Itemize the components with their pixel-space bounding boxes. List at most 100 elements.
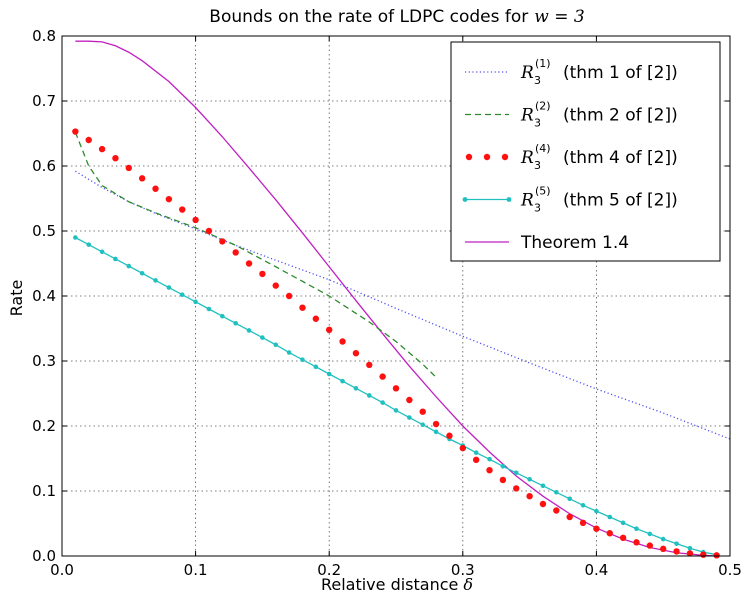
series-3-point <box>539 500 547 508</box>
series-4-point <box>513 470 519 476</box>
y-tick-label: 0.2 <box>32 417 56 435</box>
series-3-point <box>165 195 173 203</box>
series-3-point <box>285 292 293 300</box>
series-3-point <box>660 545 667 553</box>
legend-entry: R (2) 3 (thm 2 of [2]) <box>465 100 678 130</box>
series-3-point <box>713 552 720 559</box>
legend-superscript: (4) <box>535 142 551 155</box>
series-4-point <box>139 270 145 276</box>
series-3-point <box>299 304 306 311</box>
x-tick-label: 0.1 <box>184 561 208 579</box>
legend-label: (thm 1 of [2]) <box>563 63 678 83</box>
series-4-point <box>620 520 626 526</box>
legend-label: Theorem 1.4 <box>520 233 629 253</box>
series-4-point <box>660 536 666 542</box>
y-tick-label: 0.1 <box>32 482 56 500</box>
series-3-point <box>472 456 480 463</box>
series-3-point <box>606 530 613 537</box>
series-3-point <box>392 385 400 392</box>
series-3-point <box>138 175 146 182</box>
series-4-point <box>273 342 279 348</box>
series-4-point <box>407 415 412 420</box>
series-4 <box>73 235 719 557</box>
series-4-point <box>674 541 679 546</box>
series-3-point <box>219 238 226 245</box>
series-3-point <box>499 476 507 484</box>
series-3-point <box>593 525 600 532</box>
y-tick-label: 0.6 <box>32 157 56 175</box>
legend-marker <box>501 153 509 161</box>
y-tick-label: 0.0 <box>32 547 56 565</box>
series-3-point <box>85 136 92 144</box>
series-4-point <box>260 335 265 340</box>
series-4-point <box>420 422 426 428</box>
series-4-point <box>220 313 225 319</box>
series-4-point <box>153 278 158 283</box>
y-tick-label: 0.8 <box>32 27 56 45</box>
series-3-point <box>366 361 373 369</box>
series-3-point <box>352 350 360 357</box>
legend: R (1)3 (thm 1 of [2])R (2)3 (thm 2 of [2])R(… <box>450 41 721 262</box>
series-2-line <box>74 131 437 378</box>
x-tick-label: 0.5 <box>718 561 742 579</box>
series-3-point <box>259 270 266 278</box>
series-3 <box>72 128 720 559</box>
series-4-point <box>594 508 599 514</box>
series-3-point <box>152 185 159 192</box>
series-4-point <box>647 531 653 537</box>
series-3-point <box>205 227 213 235</box>
legend-superscript: (1) <box>535 57 551 70</box>
series-3-point <box>272 282 279 289</box>
series-4-point <box>393 408 399 413</box>
series-3-point <box>339 338 346 345</box>
series-1-line <box>75 170 731 440</box>
series-4-point <box>166 285 172 290</box>
x-tick-label: 0.4 <box>584 561 608 579</box>
series-3-point <box>700 551 707 558</box>
chart-title: Bounds on the rate of LDPC codes for w = … <box>209 7 584 27</box>
legend-marker <box>506 197 512 202</box>
y-tick-label: 0.5 <box>32 222 56 240</box>
series-3-point <box>98 145 106 153</box>
series-3-point <box>419 408 426 415</box>
series-3-point <box>245 260 253 267</box>
series-3-point <box>553 507 560 514</box>
legend-box <box>450 41 721 262</box>
series-4-point <box>500 464 506 469</box>
y-axis-label: Rate <box>7 280 26 317</box>
legend-symbol: R <box>520 148 534 168</box>
series-4-point <box>286 350 292 355</box>
y-tick-label: 0.3 <box>32 352 56 370</box>
series-3-point <box>326 326 333 333</box>
legend-subscript: 3 <box>534 74 541 87</box>
x-axis-label: Relative distance δ <box>321 575 473 594</box>
legend-label: (thm 2 of [2]) <box>563 106 678 126</box>
series-3-point <box>686 550 694 557</box>
legend-symbol: R <box>520 106 534 126</box>
series-3-point <box>566 513 573 521</box>
series-4-point <box>473 450 479 455</box>
series-4-point <box>193 299 198 305</box>
series-3-point <box>379 373 386 380</box>
legend-symbol: R <box>520 63 534 83</box>
legend-subscript: 3 <box>534 117 541 130</box>
series-4-point <box>340 378 345 384</box>
legend-entry: R (4) 3 (thm 4 of [2]) <box>465 142 678 172</box>
series-4-point <box>326 371 332 377</box>
series-3-point <box>232 249 239 256</box>
x-tick-label: 0.3 <box>451 561 475 579</box>
legend-label: (thm 5 of [2]) <box>563 191 678 211</box>
y-tick-label: 0.7 <box>32 92 56 110</box>
series-3-point <box>406 396 413 404</box>
series-4-point <box>580 503 586 508</box>
series-3-point <box>72 128 79 135</box>
series-4-point <box>206 306 212 312</box>
series-4-point <box>607 514 613 520</box>
series-3-point <box>125 164 132 172</box>
legend-entry: R (1) 3 (thm 1 of [2]) <box>465 57 678 87</box>
series-4-point <box>113 256 118 262</box>
series-4-point <box>687 545 693 551</box>
legend-entry: Theorem 1.4 <box>465 233 629 253</box>
legend-superscript: (2) <box>535 100 551 113</box>
